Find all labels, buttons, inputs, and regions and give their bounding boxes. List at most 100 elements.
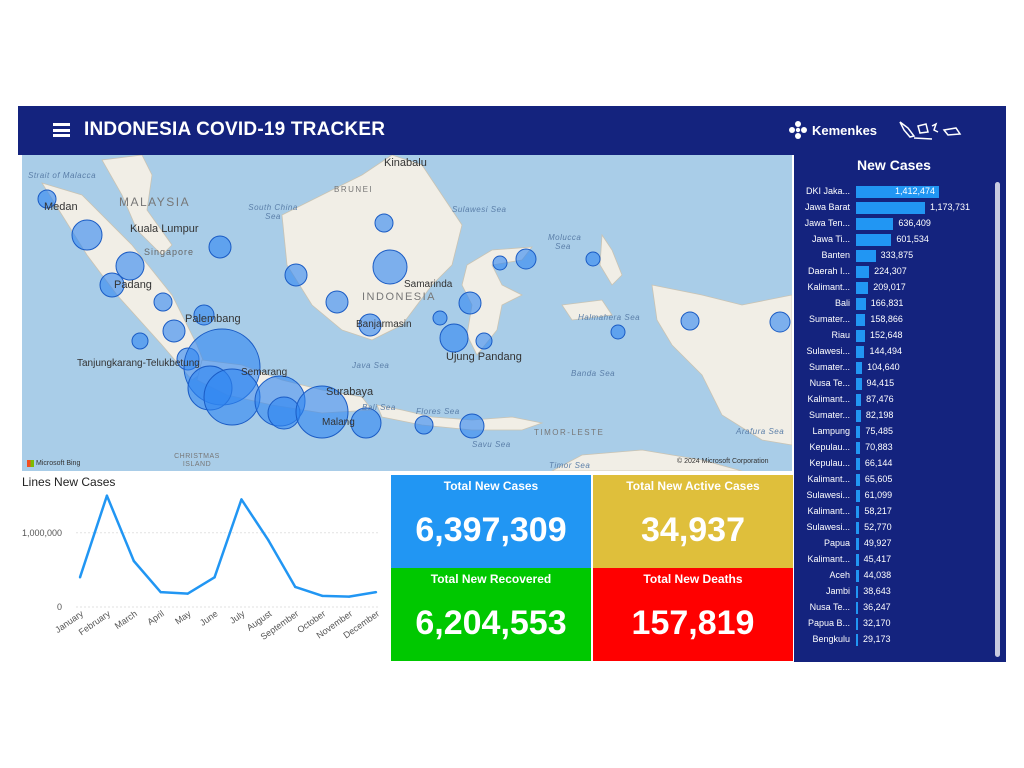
new-cases-row[interactable]: Jawa Ti... 601,534 [794,232,994,248]
new-cases-scrollbar[interactable] [995,182,1000,657]
new-cases-row[interactable]: Aceh 44,038 [794,568,994,584]
new-cases-row[interactable]: Nusa Te... 94,415 [794,376,994,392]
new-cases-bar [856,490,860,502]
data-point[interactable] [159,590,162,594]
new-cases-row[interactable]: Lampung 75,485 [794,424,994,440]
new-cases-row[interactable]: Kalimant... 65,605 [794,472,994,488]
new-cases-row[interactable]: Kalimant... 58,217 [794,504,994,520]
sea-label-strait-of-malacca: Strait of Malacca [28,171,97,180]
sea-label-molucca-sea: Molucca Sea [548,233,582,251]
x-tick-label: May [173,608,193,626]
data-point[interactable] [132,559,136,563]
new-cases-row-value: 29,173 [863,634,891,644]
new-cases-row[interactable]: Riau 152,648 [794,328,994,344]
country-label-indonesia: INDONESIA [362,291,437,303]
new-cases-row[interactable]: Bengkulu 29,173 [794,632,994,648]
new-cases-row-value: 66,144 [864,458,893,468]
new-cases-row[interactable]: Nusa Te... 36,247 [794,600,994,616]
new-cases-row[interactable]: Sulawesi... 52,770 [794,520,994,536]
new-cases-row-label: Nusa Te... [809,602,850,612]
new-cases-row-value: 36,247 [863,602,891,612]
new-cases-bar [856,346,865,358]
kemenkes-logo-icon [789,121,807,139]
new-cases-row[interactable]: Kepulau... 66,144 [794,456,994,472]
new-cases-row[interactable]: Sumater... 158,866 [794,312,994,328]
new-cases-row-value: 61,099 [864,490,893,500]
new-cases-row-value: 38,643 [863,586,891,596]
country-label-malaysia: MALAYSIA [119,195,191,209]
new-cases-row-value: 65,605 [864,474,893,484]
new-cases-row-label: Kepulau... [809,458,850,468]
data-point[interactable] [374,590,378,594]
kemenkes-logo-text: Kemenkes [812,122,878,138]
data-point[interactable] [78,576,82,579]
new-cases-bar [856,442,861,454]
kpi-title: Total New Deaths [643,572,743,586]
new-cases-row[interactable]: Kalimant... 209,017 [794,280,994,296]
new-cases-row[interactable]: Kalimant... 45,417 [794,552,994,568]
data-point[interactable] [186,592,189,595]
data-point[interactable] [267,539,270,542]
new-cases-row-label: Aceh [829,570,850,580]
new-cases-row-label: DKI Jaka... [805,186,850,196]
new-cases-row-label: Riau [831,330,850,340]
new-cases-bar [856,634,858,646]
new-cases-row-label: Nusa Te... [809,378,850,388]
map-label-malang: Malang [322,417,355,428]
new-cases-row[interactable]: Sulawesi... 144,494 [794,344,994,360]
data-point[interactable] [320,594,324,598]
new-cases-row-value: 70,883 [865,442,893,452]
new-cases-row[interactable]: Sulawesi... 61,099 [794,488,994,504]
sea-label-timor-sea: Timor Sea [549,461,591,470]
new-cases-row-label: Kalimant... [807,474,850,484]
data-point[interactable] [105,494,109,497]
data-point[interactable] [347,595,351,598]
map-label-medan: Medan [44,201,78,213]
dashboard: INDONESIA COVID-19 TRACKER Kemenkes [18,106,1006,662]
new-cases-bar [856,506,860,518]
new-cases-bar [856,570,859,582]
data-point[interactable] [294,585,297,589]
kpi-total-new-recovered: Total New Recovered 6,204,553 [391,568,591,661]
new-cases-row[interactable]: Papua B... 32,170 [794,616,994,632]
series-line[interactable] [78,494,377,598]
new-cases-row-label: Jawa Ti... [811,234,850,244]
map-label-surabaya: Surabaya [326,386,374,398]
sea-label-south-china-sea: South China Sea [248,203,298,221]
map-label-banjarmasin: Banjarmasin [356,319,412,330]
new-cases-bar [856,458,860,470]
microsoft-logo-icon [27,460,34,467]
country-label-christmas-island: CHRISTMAS ISLAND [174,453,220,468]
new-cases-row[interactable]: Papua 49,927 [794,536,994,552]
new-cases-row-value: 1,412,474 [894,186,935,196]
new-cases-bar [856,218,894,230]
new-cases-row[interactable]: Kalimant... 87,476 [794,392,994,408]
new-cases-bar [856,314,866,326]
new-cases-bar [856,250,876,262]
new-cases-bar [856,522,860,534]
new-cases-row[interactable]: Jawa Ten... 636,409 [794,216,994,232]
new-cases-row[interactable]: Sumater... 104,640 [794,360,994,376]
new-cases-row[interactable]: Banten 333,875 [794,248,994,264]
bubble-map[interactable]: Kinabalu Medan Kuala Lumpur Singapore Pa… [22,155,792,471]
sea-label-banda-sea: Banda Sea [571,369,616,378]
new-cases-title: New Cases [857,157,931,173]
new-cases-row-label: Sulawesi... [806,522,850,532]
hamburger-menu-icon[interactable] [53,123,70,137]
new-cases-row[interactable]: Jambi 38,643 [794,584,994,600]
data-point[interactable] [240,498,243,501]
new-cases-row[interactable]: Daerah I... 224,307 [794,264,994,280]
new-cases-row-label: Kalimant... [807,506,850,516]
x-tick-label: July [228,608,247,626]
new-cases-row[interactable]: Kepulau... 70,883 [794,440,994,456]
data-point[interactable] [213,576,216,579]
new-cases-row[interactable]: Jawa Barat 1,173,731 [794,200,994,216]
new-cases-row-label: Bengkulu [812,634,850,644]
new-cases-row[interactable]: DKI Jaka... 1,412,474 [794,184,994,200]
new-cases-bar [856,186,939,198]
x-tick-label: June [198,608,220,627]
new-cases-row[interactable]: Bali 166,831 [794,296,994,312]
new-cases-bar [856,394,862,406]
new-cases-row[interactable]: Sumater... 82,198 [794,408,994,424]
